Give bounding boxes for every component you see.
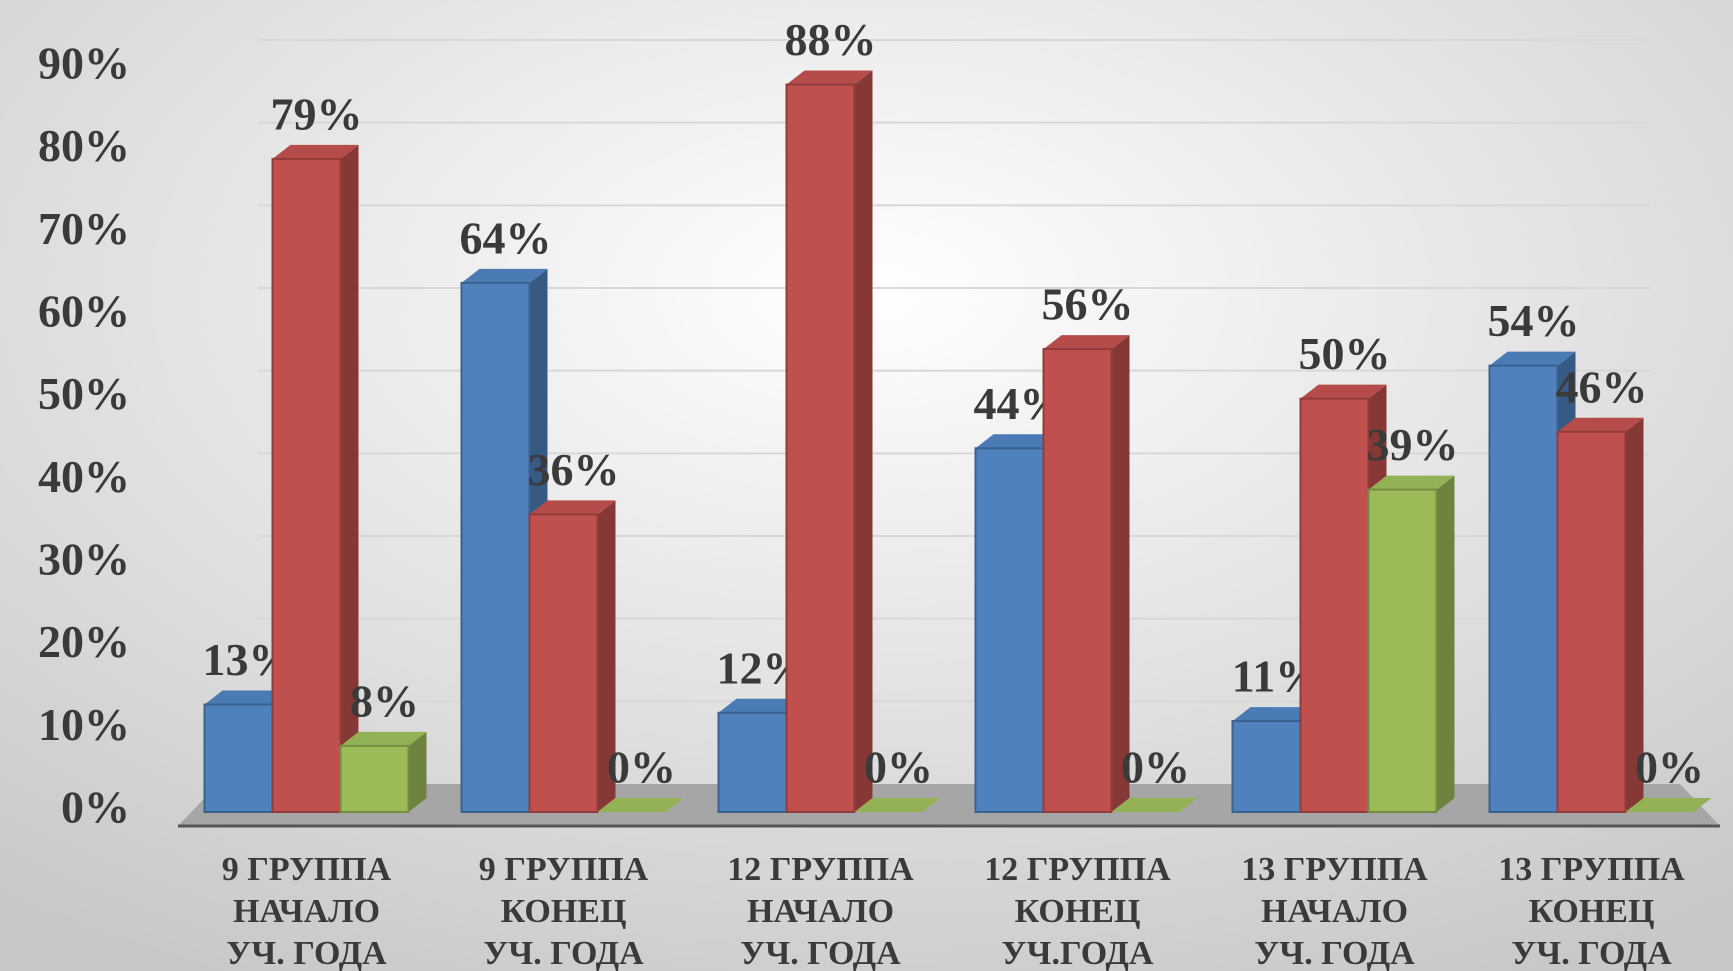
bar-top — [1232, 707, 1319, 722]
bar-top — [1111, 798, 1198, 812]
bar — [1231, 720, 1302, 813]
y-tick-label: 50% — [38, 368, 130, 419]
x-tick-label: 12 ГРУППА — [727, 851, 914, 888]
bar — [1042, 348, 1113, 813]
bar-top — [461, 268, 548, 283]
bar-top — [1043, 335, 1130, 350]
data-label: 50% — [1299, 328, 1391, 379]
bar-top — [1625, 798, 1712, 812]
x-tick-label: 12 ГРУППА — [984, 851, 1171, 888]
bar — [1556, 430, 1627, 813]
bar — [974, 447, 1045, 813]
x-tick-label: НАЧАЛО — [233, 893, 380, 930]
data-label: 0% — [864, 742, 933, 793]
bar — [203, 703, 274, 813]
x-tick-label: УЧ. ГОДА — [483, 935, 644, 971]
bar-side — [1436, 475, 1455, 812]
x-tick-label: НАЧАЛО — [1261, 893, 1408, 930]
bar — [1299, 397, 1370, 813]
bar-top — [975, 434, 1062, 449]
bar — [460, 281, 531, 813]
data-label: 46% — [1556, 361, 1648, 412]
bar-side — [597, 500, 616, 812]
x-tick-label: УЧ.ГОДА — [1002, 935, 1154, 971]
data-label: 39% — [1367, 419, 1459, 470]
y-tick-label: 20% — [38, 616, 130, 667]
bar-top — [597, 798, 684, 812]
x-tick-label: УЧ. ГОДА — [740, 935, 901, 971]
y-tick-label: 10% — [38, 699, 130, 750]
data-label: 88% — [785, 14, 877, 65]
x-tick-label: 9 ГРУППА — [222, 851, 392, 888]
bar — [1367, 488, 1438, 813]
x-tick-label: УЧ. ГОДА — [226, 935, 387, 971]
x-tick-label: КОНЕЦ — [501, 893, 627, 930]
x-tick-label: КОНЕЦ — [1015, 893, 1141, 930]
x-tick-label: 13 ГРУППА — [1498, 851, 1685, 888]
data-label: 36% — [528, 444, 620, 495]
data-label: 56% — [1042, 279, 1134, 330]
bar-side — [340, 144, 359, 812]
y-tick-label: 60% — [38, 286, 130, 337]
y-tick-label: 70% — [38, 203, 130, 254]
bar-side — [408, 731, 427, 812]
bar-top — [204, 690, 291, 705]
y-tick-label: 0% — [61, 782, 130, 833]
bar-top — [272, 144, 359, 159]
data-label: 64% — [460, 212, 552, 263]
bar — [528, 513, 599, 814]
bar-top — [718, 698, 805, 713]
y-tick-label: 30% — [38, 534, 130, 585]
x-tick-label: УЧ. ГОДА — [1511, 935, 1672, 971]
y-tick-label: 40% — [38, 451, 130, 502]
data-label: 0% — [607, 742, 676, 793]
bar-top — [786, 70, 873, 85]
data-label: 54% — [1488, 295, 1580, 346]
y-tick-label: 80% — [38, 120, 130, 171]
x-tick-label: НАЧАЛО — [747, 893, 894, 930]
bar-side — [1111, 335, 1130, 812]
data-label: 0% — [1121, 742, 1190, 793]
bar-top — [1368, 475, 1455, 490]
x-tick-label: 13 ГРУППА — [1241, 851, 1428, 888]
data-label: 8% — [350, 675, 419, 726]
bar-top — [1557, 417, 1644, 432]
bar-top — [340, 731, 427, 746]
x-tick-label: КОНЕЦ — [1529, 893, 1655, 930]
bar-top — [1300, 384, 1387, 399]
bar — [271, 157, 342, 813]
bar-top — [1489, 351, 1576, 366]
bar-top — [529, 500, 616, 515]
bar — [785, 83, 856, 814]
y-tick-label: 90% — [38, 38, 130, 89]
bar — [1488, 364, 1559, 813]
x-tick-label: УЧ. ГОДА — [1254, 935, 1415, 971]
bar-side — [1625, 417, 1644, 812]
data-label: 79% — [271, 88, 363, 139]
bar — [339, 744, 410, 813]
x-tick-label: 9 ГРУППА — [479, 851, 649, 888]
bar — [717, 711, 788, 813]
data-label: 0% — [1635, 742, 1704, 793]
bar-side — [854, 70, 873, 813]
bar-top — [854, 798, 941, 812]
